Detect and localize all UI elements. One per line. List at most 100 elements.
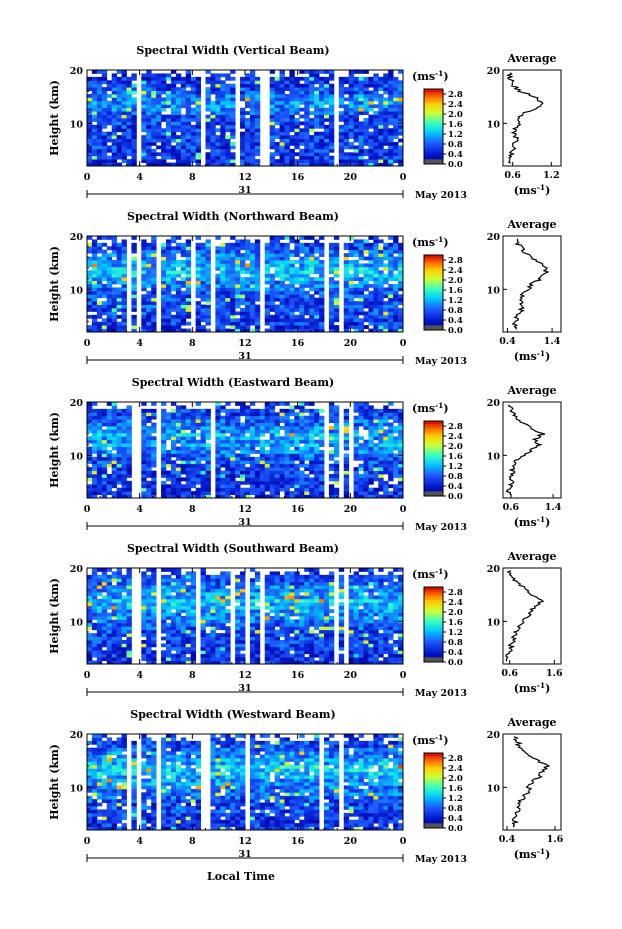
heatmap-cell bbox=[96, 484, 103, 489]
heatmap-cell bbox=[398, 246, 404, 251]
heatmap-cell bbox=[353, 239, 359, 244]
heatmap-cell bbox=[195, 463, 201, 468]
heatmap-cell bbox=[353, 287, 359, 292]
heatmap-cell bbox=[240, 142, 246, 146]
heatmap-cell bbox=[111, 484, 118, 489]
heatmap-cell bbox=[96, 249, 103, 254]
heatmap-cell bbox=[126, 94, 132, 98]
heatmap-cell bbox=[245, 287, 251, 292]
heatmap-cell bbox=[200, 436, 206, 441]
heatmap-cell bbox=[393, 456, 399, 461]
heatmap-cell bbox=[269, 470, 276, 475]
heatmap-cell bbox=[126, 612, 132, 617]
heatmap-cell bbox=[190, 138, 197, 143]
heatmap-cell bbox=[353, 314, 359, 319]
heatmap-cell bbox=[294, 467, 300, 471]
heatmap-cell bbox=[373, 494, 379, 499]
heatmap-cell bbox=[205, 90, 211, 95]
heatmap-cell bbox=[91, 162, 98, 167]
colorbar-segment bbox=[424, 255, 443, 258]
heatmap-cell bbox=[121, 616, 127, 620]
heatmap-cell bbox=[398, 474, 404, 478]
heatmap-cell bbox=[333, 426, 340, 430]
heatmap-cell bbox=[146, 114, 152, 119]
heatmap-cell bbox=[249, 460, 256, 465]
heatmap-cell bbox=[284, 256, 290, 261]
heatmap-cell bbox=[393, 494, 399, 499]
heatmap-cell bbox=[220, 443, 226, 447]
heatmap-cell bbox=[101, 155, 108, 160]
heatmap-cell bbox=[151, 135, 157, 139]
colorbar-tick-label: 0.8 bbox=[448, 472, 463, 482]
heatmap-cell bbox=[254, 463, 261, 468]
heatmap-cell bbox=[388, 446, 394, 451]
heatmap-cell bbox=[284, 318, 290, 323]
heatmap-cell bbox=[205, 419, 211, 423]
heatmap-cell bbox=[87, 114, 93, 119]
heatmap-cell bbox=[101, 111, 108, 115]
heatmap-cell bbox=[264, 311, 271, 316]
heatmap-cell bbox=[368, 304, 374, 309]
heatmap-cell bbox=[106, 456, 113, 461]
heatmap-cell bbox=[146, 162, 152, 167]
heatmap-cell bbox=[319, 131, 325, 136]
heatmap-cell bbox=[121, 474, 127, 478]
heatmap-cell bbox=[378, 453, 384, 458]
heatmap-cell bbox=[151, 256, 157, 261]
heatmap-cell bbox=[220, 90, 226, 95]
heatmap-cell bbox=[299, 142, 305, 146]
heatmap-cell bbox=[170, 463, 177, 468]
heatmap-cell bbox=[230, 450, 236, 454]
heatmap-cell bbox=[254, 419, 261, 423]
heatmap-cell bbox=[151, 249, 157, 254]
heatmap-cell bbox=[151, 100, 157, 105]
heatmap-cell bbox=[373, 422, 379, 427]
heatmap-cell bbox=[240, 263, 246, 268]
heatmap-cell bbox=[151, 585, 157, 589]
heatmap-cell bbox=[314, 321, 320, 326]
heatmap-cell bbox=[353, 260, 359, 264]
heatmap-cell bbox=[249, 273, 256, 278]
heatmap-cell bbox=[101, 585, 108, 589]
heatmap-cell bbox=[161, 155, 167, 160]
heatmap-cell bbox=[235, 446, 241, 451]
heatmap-cell bbox=[363, 426, 369, 430]
heatmap-cell bbox=[116, 470, 122, 475]
heatmap-cell bbox=[185, 152, 192, 157]
heatmap-cell bbox=[353, 138, 359, 143]
heatmap-cell bbox=[121, 463, 127, 468]
heatmap-cell bbox=[264, 408, 271, 413]
heatmap-cell bbox=[398, 94, 404, 98]
heatmap-cell bbox=[131, 266, 137, 271]
heatmap-cell bbox=[141, 585, 147, 589]
heatmap-cell bbox=[230, 155, 236, 160]
heatmap-cell bbox=[245, 121, 251, 126]
heatmap-cell bbox=[284, 443, 290, 447]
heatmap-cell bbox=[235, 484, 241, 489]
heatmap-cell bbox=[230, 419, 236, 423]
heatmap-cell bbox=[314, 260, 320, 264]
heatmap-cell bbox=[249, 328, 256, 333]
heatmap-cell bbox=[116, 107, 122, 112]
heatmap-cell bbox=[398, 128, 404, 133]
heatmap-cell bbox=[96, 280, 103, 285]
heatmap-cell bbox=[215, 446, 221, 451]
heatmap-cell bbox=[215, 118, 221, 122]
heatmap-cell bbox=[101, 588, 108, 593]
heatmap-cell bbox=[121, 239, 127, 244]
heatmap-cell bbox=[195, 155, 201, 160]
heatmap-cell bbox=[116, 111, 122, 115]
heatmap-cell bbox=[96, 260, 103, 264]
heatmap-cell bbox=[373, 159, 379, 163]
heatmap-cell bbox=[353, 70, 359, 74]
heatmap-cell bbox=[170, 121, 177, 126]
heatmap-cell bbox=[289, 470, 295, 475]
heatmap-cell bbox=[279, 450, 285, 454]
heatmap-cell bbox=[126, 463, 132, 468]
heatmap-cell bbox=[294, 100, 300, 105]
heatmap-cell bbox=[131, 135, 137, 139]
heatmap-cell bbox=[279, 107, 285, 112]
heatmap-cell bbox=[363, 284, 369, 288]
heatmap-cell bbox=[116, 314, 122, 319]
heatmap-cell bbox=[161, 484, 167, 489]
